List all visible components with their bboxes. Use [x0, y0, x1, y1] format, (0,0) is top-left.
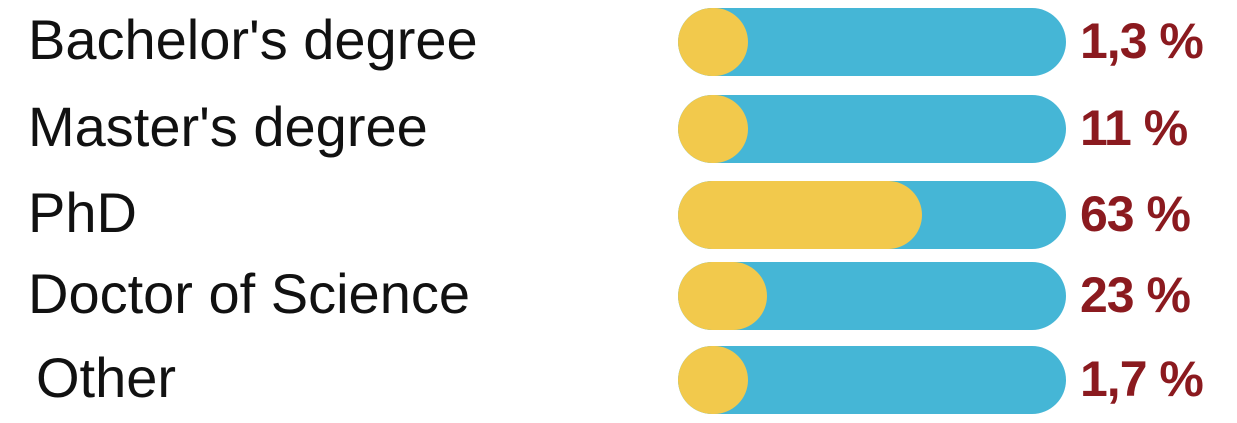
bar-track: [678, 346, 1066, 414]
value-label: 63 %: [1080, 186, 1191, 242]
bar-fill: [678, 8, 748, 76]
category-label: Doctor of Science: [28, 262, 470, 325]
bar-fill: [678, 95, 748, 163]
bar-track: [678, 95, 1066, 163]
category-label: Master's degree: [28, 95, 428, 158]
bar-fill: [678, 346, 748, 414]
bar-track: [678, 8, 1066, 76]
category-label: Other: [36, 346, 177, 409]
value-label: 1,7 %: [1080, 351, 1204, 407]
value-label: 1,3 %: [1080, 13, 1204, 69]
bar-fill: [678, 262, 768, 330]
value-label: 11 %: [1080, 100, 1188, 156]
value-label: 23 %: [1080, 267, 1191, 323]
bar-track: [678, 262, 1066, 330]
bar-track: [678, 181, 1066, 249]
category-label: PhD: [28, 181, 137, 244]
category-label: Bachelor's degree: [28, 8, 478, 71]
bar-fill: [678, 181, 923, 249]
